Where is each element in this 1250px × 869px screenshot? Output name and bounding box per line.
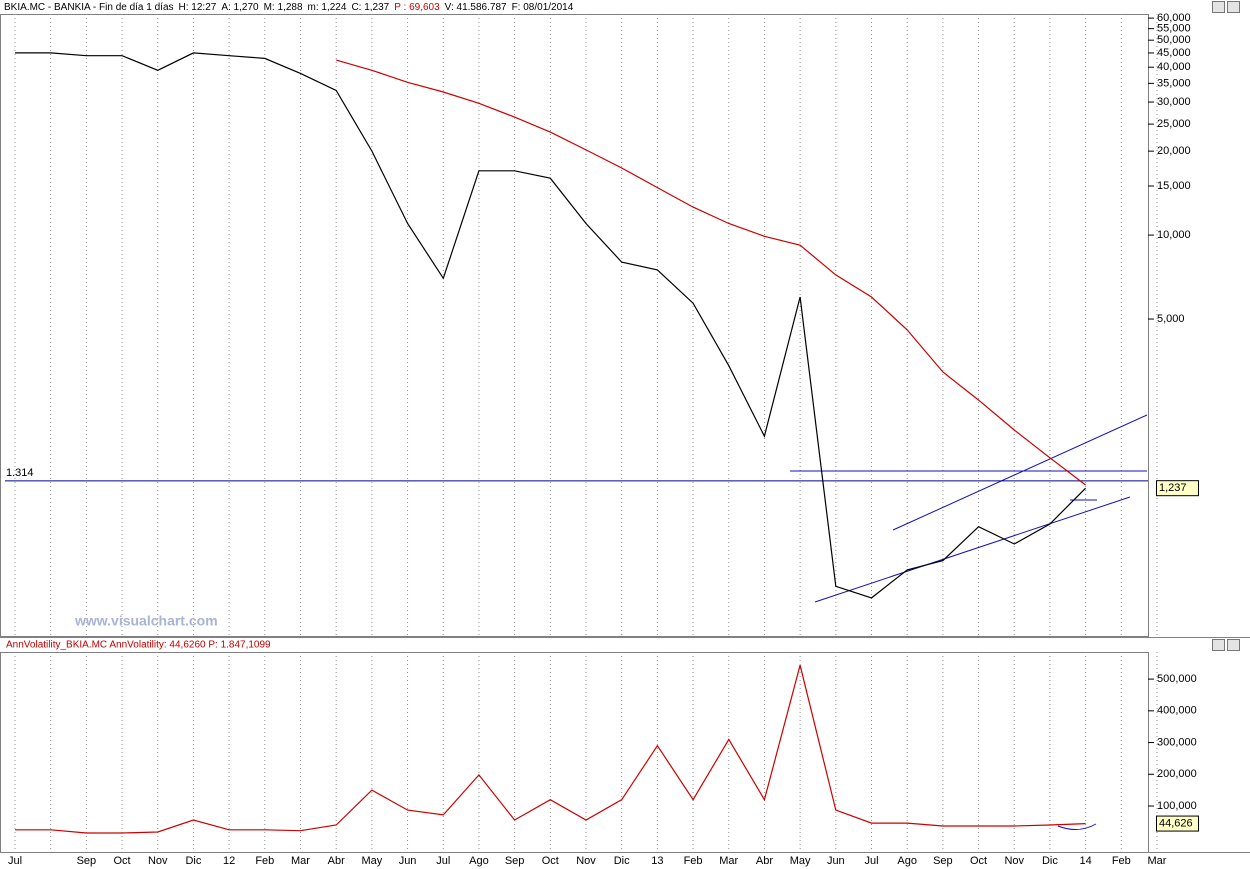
series-line [15, 665, 1086, 834]
channel-lower [814, 496, 1131, 603]
quote-field: V: 41.586.787 [445, 2, 507, 13]
y-tick-label: 5,000 [1157, 313, 1185, 325]
quote-field: F: 08/01/2014 [512, 2, 574, 13]
series-line [336, 59, 1086, 486]
channel-upper [892, 414, 1148, 531]
x-tick-label: Ago [897, 855, 917, 867]
volatility-curve [1057, 823, 1097, 830]
quote-field: C: 1,237 [351, 2, 389, 13]
level-label: 1.314 [6, 467, 34, 479]
y-tick-label: 15,000 [1157, 180, 1191, 192]
x-tick-label: Abr [756, 855, 773, 867]
x-tick-label: Sep [77, 855, 97, 867]
y-tick-label: 40,000 [1157, 61, 1191, 73]
x-tick-label: Jun [399, 855, 417, 867]
grid [14, 14, 1158, 852]
x-tick-label: Mar [1148, 855, 1167, 867]
x-tick-label: May [790, 855, 811, 867]
y-tick-label: 25,000 [1157, 118, 1191, 130]
y-tick-label: 60,000 [1157, 12, 1191, 24]
last-value-label: 1,237 [1159, 482, 1187, 494]
x-tick-label: Jul [8, 855, 22, 867]
y-tick-label: 300,000 [1157, 736, 1197, 748]
panel-title: AnnVolatility_BKIA.MC AnnVolatility: 44,… [6, 640, 271, 651]
y-tick-label: 30,000 [1157, 96, 1191, 108]
x-tick-label: Ago [469, 855, 489, 867]
quote-field: M: 1,288 [264, 2, 303, 13]
y-tick-label: 20,000 [1157, 145, 1191, 157]
quote-field: m: 1,224 [308, 2, 347, 13]
x-tick-label: Nov [576, 855, 596, 867]
last-value-label: 44,626 [1159, 817, 1193, 829]
close-button[interactable] [1227, 1, 1240, 13]
y-tick-label: 10,000 [1157, 229, 1191, 241]
x-tick-label: Feb [684, 855, 703, 867]
y-tick-label: 200,000 [1157, 768, 1197, 780]
x-tick-label: 14 [1080, 855, 1092, 867]
y-tick-label: 55,000 [1157, 23, 1191, 35]
x-tick-label: 13 [651, 855, 663, 867]
x-tick-label: Oct [542, 855, 559, 867]
x-tick-label: Dic [185, 855, 201, 867]
x-tick-label: Feb [255, 855, 274, 867]
quote-field: H: 12:27 [179, 2, 217, 13]
price-panel-frame [0, 14, 1149, 637]
maximize-button[interactable] [1212, 1, 1225, 13]
x-tick-label: Mar [291, 855, 310, 867]
last-value-box [1156, 480, 1199, 497]
quote-field: A: 1,270 [221, 2, 259, 13]
y-tick-label: 45,000 [1157, 47, 1191, 59]
x-tick-label: Nov [1004, 855, 1024, 867]
last-value-box [1156, 815, 1199, 832]
x-tick-label: Mar [719, 855, 738, 867]
x-tick-label: Sep [505, 855, 525, 867]
marks [5, 52, 1199, 834]
y-tick-label: 35,000 [1157, 77, 1191, 89]
y-tick-label: 100,000 [1157, 800, 1197, 812]
close-button[interactable] [1227, 639, 1240, 651]
watermark: www.visualchart.com [74, 613, 218, 629]
symbol-title: BKIA.MC - BANKIA - Fin de día 1 días [4, 2, 174, 13]
x-tick-label: Abr [328, 855, 345, 867]
x-tick-label: Jul [864, 855, 878, 867]
x-tick-label: May [361, 855, 382, 867]
maximize-button[interactable] [1212, 639, 1225, 651]
series-line [15, 52, 1087, 599]
x-tick-label: Jul [436, 855, 450, 867]
y-tick-label: 500,000 [1157, 673, 1197, 685]
y-tick-label: 50,000 [1157, 34, 1191, 46]
x-tick-label: Feb [1112, 855, 1131, 867]
x-tick-label: Oct [114, 855, 131, 867]
quote-field: P : 69,603 [394, 2, 440, 13]
x-tick-label: 12 [223, 855, 235, 867]
x-tick-label: Dic [1042, 855, 1058, 867]
x-tick-label: Jun [827, 855, 845, 867]
header: BKIA.MC - BANKIA - Fin de día 1 días H: 1… [4, 2, 574, 13]
window-buttons[interactable] [1212, 1, 1240, 651]
x-tick-label: Nov [148, 855, 168, 867]
y-tick-label: 400,000 [1157, 705, 1197, 717]
x-tick-label: Sep [933, 855, 953, 867]
x-tick-label: Dic [614, 855, 630, 867]
x-tick-label: Oct [970, 855, 987, 867]
